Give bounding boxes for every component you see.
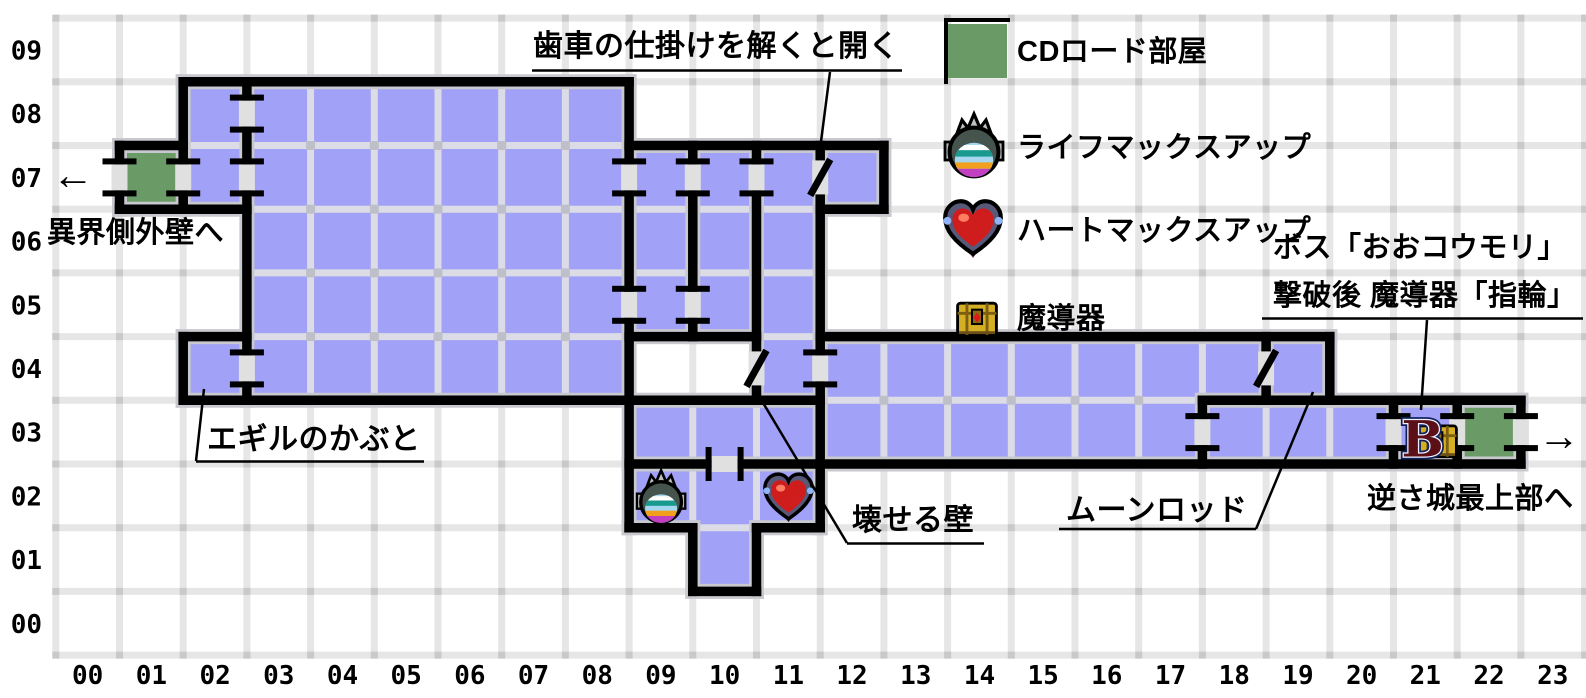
legend-label-magic-item: 魔導器 [1017, 303, 1106, 335]
door-icon [705, 447, 744, 481]
x-axis-label: 13 [900, 661, 931, 691]
room-great-hall [246, 81, 630, 401]
life-max-up-icon [945, 114, 1003, 178]
west-exit-arrow-icon: ← [52, 151, 95, 198]
y-axis-label: 04 [11, 355, 42, 385]
x-axis-label: 09 [645, 661, 676, 691]
y-axis-label: 01 [11, 546, 42, 576]
x-axis-label: 02 [199, 661, 230, 691]
door-icon [803, 349, 838, 388]
legend-label-cd-room: CDロード部屋 [1017, 36, 1208, 68]
door-icon [166, 158, 201, 197]
door-icon [102, 158, 137, 197]
door-icon [612, 285, 647, 324]
breakable-door-icon [1253, 348, 1280, 389]
y-axis-label: 08 [11, 100, 42, 130]
room-gear-room [819, 145, 885, 210]
x-axis-label: 10 [709, 661, 740, 691]
door-icon [675, 158, 710, 197]
door-icon [229, 94, 264, 133]
y-axis-label: 05 [11, 291, 42, 321]
room-shaft-col11 [756, 145, 821, 401]
east-exit-note: 逆さ城最上部へ [1367, 483, 1574, 515]
door-icon [739, 158, 774, 197]
room-egil-helmet-room [182, 336, 248, 401]
x-axis-label: 07 [518, 661, 549, 691]
x-axis-label: 05 [391, 661, 422, 691]
legend-graphics [944, 18, 1010, 337]
door-icon [229, 158, 264, 197]
door-icon [1503, 413, 1538, 452]
y-axis-label: 00 [11, 610, 42, 640]
x-axis-label: 08 [582, 661, 613, 691]
breakable-door-icon [807, 157, 834, 198]
x-axis-label: 18 [1219, 661, 1250, 691]
x-axis-label: 06 [454, 661, 485, 691]
door-icon [229, 349, 264, 388]
y-axis-label: 09 [11, 37, 42, 67]
x-axis-label: 16 [1091, 661, 1122, 691]
y-axis-label: 02 [11, 482, 42, 512]
y-axis-label: 03 [11, 419, 42, 449]
heart-max-up-icon [944, 201, 1003, 258]
east-exit-arrow-icon: → [1538, 412, 1581, 459]
room-long-corridor [819, 336, 1331, 465]
legend-label-life-max-up: ライフマックスアップ [1017, 132, 1312, 164]
room-shaft-col02 [182, 81, 248, 210]
gear-door-note: 歯車の仕掛けを解くと開く [533, 30, 899, 63]
x-axis-label: 15 [1028, 661, 1059, 691]
breakable-wall-note: 壊せる壁 [852, 504, 974, 537]
x-axis-label: 17 [1155, 661, 1186, 691]
x-axis-label: 14 [964, 661, 995, 691]
room-row3-west-room [628, 400, 821, 465]
boss-note-line2: 撃破後 魔導器「指輪」 [1273, 280, 1577, 312]
legend-label-heart-max-up: ハートマックスアップ [1017, 215, 1312, 247]
x-axis-label: 19 [1282, 661, 1313, 691]
cd-room-swatch [944, 18, 1010, 84]
svg-text:B: B [1402, 409, 1444, 468]
room-shaft-col09 [628, 145, 694, 337]
room-shaft-col10 [692, 145, 757, 337]
x-axis-label: 21 [1410, 661, 1441, 691]
magic-item-chest-icon [956, 301, 998, 337]
boss-note-line1: ボス「おおコウモリ」 [1273, 232, 1567, 264]
x-axis-label: 01 [136, 661, 167, 691]
door-icon [675, 285, 710, 324]
x-axis-label: 00 [72, 661, 103, 691]
breakable-door-icon [743, 348, 770, 389]
x-axis-label: 03 [263, 661, 294, 691]
y-axis-label: 07 [11, 164, 42, 194]
west-exit-note: 異界側外壁へ [47, 217, 225, 249]
x-axis-label: 20 [1346, 661, 1377, 691]
x-axis-label: 23 [1537, 661, 1568, 691]
door-icon [1185, 413, 1220, 452]
moon-rod-note: ムーンロッド [1066, 494, 1248, 527]
x-axis-label: 04 [327, 661, 358, 691]
door-icon [1376, 413, 1411, 452]
boss-room-badge: B [1402, 409, 1444, 468]
room-cd-room-east [1456, 400, 1522, 465]
room-row3-east-room [1202, 400, 1394, 465]
room-cd-room-west [119, 145, 184, 210]
x-axis-label: 12 [836, 661, 867, 691]
doors [102, 94, 1538, 481]
axis-labels: 00 01 02 03 04 05 06 07 08 09 10 11 12 13 14 15 16 17 18 19… [11, 37, 1569, 692]
x-axis-label: 22 [1473, 661, 1504, 691]
door-icon [612, 158, 647, 197]
x-axis-label: 11 [773, 661, 804, 691]
annotation-lines [194, 69, 1583, 545]
egil-helmet-note: エギルのかぶと [207, 423, 421, 456]
y-axis-label: 06 [11, 228, 42, 258]
